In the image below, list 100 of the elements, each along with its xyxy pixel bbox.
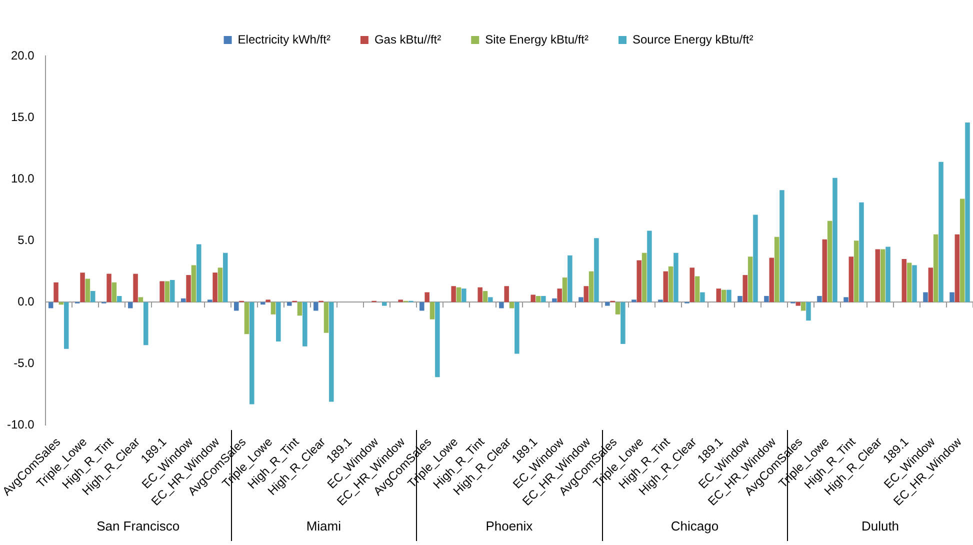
bar <box>160 281 164 302</box>
bar <box>902 259 907 302</box>
bar <box>329 302 334 402</box>
bar <box>462 288 466 302</box>
bar <box>880 249 886 302</box>
bar <box>536 296 541 302</box>
bar <box>382 302 387 306</box>
bar <box>800 302 806 311</box>
bar <box>430 302 435 320</box>
bar <box>499 302 504 308</box>
bar <box>58 302 64 305</box>
bar <box>456 287 462 302</box>
bar <box>668 266 674 302</box>
bar <box>276 302 281 342</box>
legend-label: Site Energy kBtu/ft² <box>485 32 589 46</box>
bar <box>128 302 133 308</box>
bar <box>420 302 424 311</box>
bar <box>244 302 250 334</box>
bar <box>748 256 753 302</box>
text: Chicago <box>670 518 719 534</box>
bar <box>933 234 938 302</box>
bar <box>827 220 832 302</box>
y-tick-label: 15.0 <box>10 110 35 124</box>
bar <box>578 297 584 302</box>
bar <box>302 302 308 346</box>
bar <box>488 297 493 302</box>
bar <box>588 271 594 302</box>
bar <box>260 302 266 305</box>
legend-label: Source Energy kBtu/ft² <box>632 32 754 46</box>
bar <box>297 302 302 316</box>
bar <box>424 292 430 302</box>
bar <box>180 298 186 302</box>
bar <box>90 291 96 302</box>
bar <box>875 249 880 302</box>
text: Phoenix <box>486 518 534 534</box>
y-tick-label: -5.0 <box>14 356 35 370</box>
bar <box>562 277 568 302</box>
bar <box>960 198 965 302</box>
bar <box>223 252 228 302</box>
bar <box>164 281 170 302</box>
bar <box>700 292 705 302</box>
y-tick-label: 0.0 <box>18 294 35 308</box>
bar <box>133 274 138 302</box>
bar <box>642 252 647 302</box>
bar <box>950 292 954 302</box>
bar <box>636 260 642 302</box>
bar <box>398 300 403 302</box>
legend-label: Electricity kWh/ft² <box>238 32 330 46</box>
bar <box>716 288 722 302</box>
bar <box>832 178 838 302</box>
bar <box>106 274 112 302</box>
bar <box>690 268 694 302</box>
bar <box>191 265 196 302</box>
bar <box>266 300 270 302</box>
text: San Francisco <box>96 518 180 534</box>
bar <box>234 302 239 311</box>
bar <box>620 302 626 344</box>
bar <box>85 278 90 302</box>
bar <box>186 275 191 302</box>
bar <box>774 236 780 302</box>
bar <box>287 302 292 306</box>
bar <box>886 246 890 302</box>
bar <box>112 282 117 302</box>
bar <box>80 272 85 302</box>
bar <box>324 302 329 333</box>
bar <box>769 258 774 302</box>
bar <box>541 296 546 302</box>
bar <box>694 276 700 302</box>
bar <box>557 288 562 302</box>
y-tick-label: 5.0 <box>18 232 35 247</box>
bar <box>753 214 758 302</box>
bar <box>796 302 801 306</box>
bar <box>514 302 520 354</box>
bar <box>64 302 69 349</box>
bar <box>605 302 610 306</box>
bar <box>742 275 748 302</box>
bar <box>143 302 148 346</box>
bar <box>906 262 912 302</box>
bar <box>509 302 514 308</box>
bar <box>674 252 678 302</box>
bar <box>270 302 276 314</box>
bar <box>435 302 440 378</box>
bar <box>568 255 572 302</box>
bar <box>314 302 318 311</box>
bar <box>965 122 970 302</box>
bar <box>138 297 144 302</box>
bar <box>780 190 784 302</box>
bar <box>938 162 944 302</box>
bar <box>658 300 663 302</box>
bar <box>721 290 726 302</box>
bar <box>632 300 636 302</box>
bar <box>218 268 223 302</box>
bar <box>54 282 58 302</box>
bar <box>806 302 811 321</box>
bar <box>663 271 668 302</box>
bar <box>530 294 536 302</box>
bar <box>478 287 482 302</box>
bar <box>584 286 588 302</box>
bar <box>859 202 864 302</box>
bar <box>208 300 212 302</box>
